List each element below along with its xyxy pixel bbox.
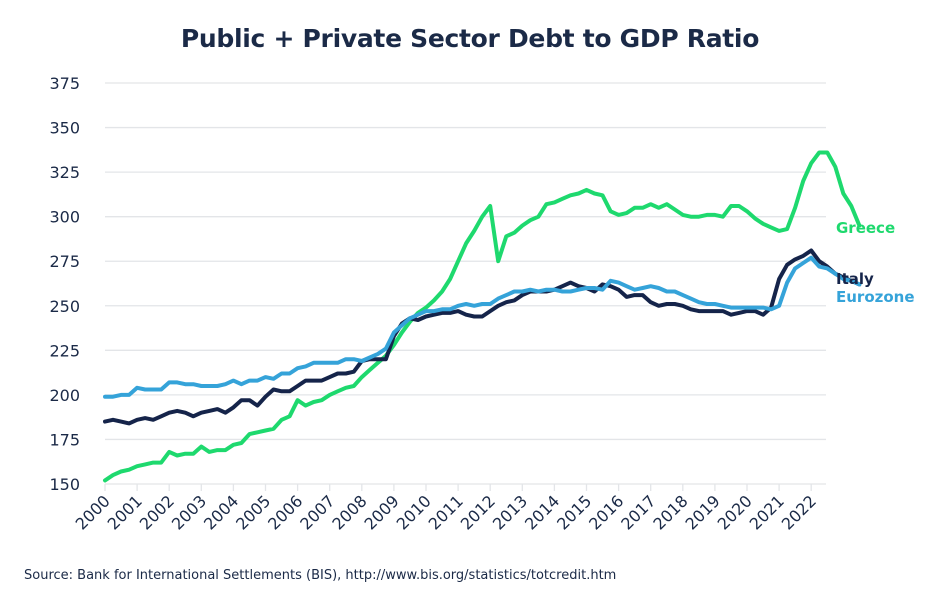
y-tick-label: 300 — [49, 208, 80, 227]
x-tick-label: 2005 — [232, 491, 274, 533]
x-tick-label: 2010 — [393, 491, 435, 533]
y-tick-label: 250 — [49, 297, 80, 316]
x-tick-label: 2018 — [649, 491, 691, 533]
x-tick-label: 2011 — [425, 491, 467, 533]
x-tick-label: 2008 — [328, 491, 370, 533]
y-axis-ticks: 150 175 200 225 250 275 300 325 350 375 — [49, 74, 80, 494]
series-line-greece — [103, 150, 862, 483]
y-tick-label: 225 — [49, 341, 80, 360]
x-tick-label: 2009 — [361, 491, 403, 533]
x-tick-label: 2013 — [489, 491, 531, 533]
series-label-italy: Italy — [836, 270, 874, 288]
grid-lines — [105, 82, 826, 485]
x-tick-label: 2014 — [521, 491, 563, 533]
y-tick-label: 200 — [49, 386, 80, 405]
x-tick-label: 2012 — [457, 491, 499, 533]
y-tick-label: 275 — [49, 252, 80, 271]
x-tick-label: 2000 — [72, 491, 114, 533]
y-tick-label: 350 — [49, 119, 80, 138]
x-tick-label: 2015 — [553, 491, 595, 533]
y-tick-label: 175 — [49, 430, 80, 449]
x-tick-label: 2002 — [136, 491, 178, 533]
x-tick-label: 2022 — [778, 491, 820, 533]
x-tick-label: 2003 — [168, 491, 210, 533]
series-label-greece: Greece — [836, 219, 895, 237]
series-label-eurozone: Eurozone — [836, 288, 915, 306]
x-tick-label: 2017 — [617, 491, 659, 533]
source-note: Source: Bank for International Settlemen… — [24, 568, 617, 583]
x-tick-label: 2021 — [746, 491, 788, 533]
y-tick-label: 325 — [49, 163, 80, 182]
x-tick-label: 2001 — [104, 491, 146, 533]
x-axis: 2000200120022003200420052006200720082009… — [72, 484, 820, 534]
x-tick-label: 2004 — [200, 491, 242, 533]
series-lines — [103, 150, 862, 483]
y-tick-label: 150 — [49, 475, 80, 494]
x-tick-label: 2016 — [585, 491, 627, 533]
x-tick-label: 2019 — [682, 491, 724, 533]
x-tick-label: 2020 — [714, 491, 756, 533]
chart-title: Public + Private Sector Debt to GDP Rati… — [180, 24, 760, 53]
series-line-eurozone — [103, 255, 862, 399]
y-tick-label: 375 — [49, 74, 80, 93]
series-line-italy — [103, 248, 862, 426]
x-tick-label: 2007 — [296, 491, 338, 533]
x-tick-label: 2006 — [264, 491, 306, 533]
